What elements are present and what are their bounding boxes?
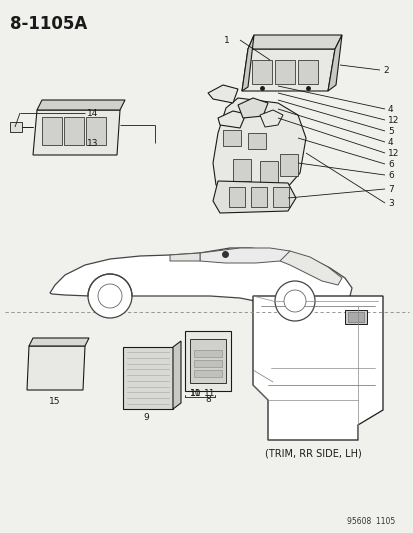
Polygon shape: [237, 98, 267, 118]
Polygon shape: [242, 49, 334, 91]
Bar: [233, 159, 250, 181]
Circle shape: [88, 274, 132, 318]
Text: 4: 4: [387, 138, 393, 147]
Circle shape: [274, 281, 314, 321]
Text: 1: 1: [224, 36, 230, 44]
Bar: [223, 130, 240, 146]
Text: 95608  1105: 95608 1105: [346, 516, 394, 526]
Bar: [247, 133, 266, 149]
Bar: [250, 187, 266, 207]
Polygon shape: [327, 35, 341, 91]
Polygon shape: [242, 35, 254, 91]
Polygon shape: [212, 98, 305, 193]
Polygon shape: [170, 253, 199, 261]
Polygon shape: [207, 85, 237, 103]
Polygon shape: [279, 251, 341, 285]
Bar: [194, 370, 221, 377]
Bar: [347, 312, 363, 322]
Bar: [190, 339, 225, 383]
Polygon shape: [247, 35, 341, 49]
Polygon shape: [33, 110, 120, 155]
Text: 4: 4: [387, 104, 393, 114]
Text: 9: 9: [143, 413, 149, 422]
Text: 15: 15: [49, 398, 61, 407]
Text: 8-1105A: 8-1105A: [10, 15, 87, 33]
Text: 2: 2: [382, 66, 388, 75]
Bar: [274, 60, 294, 84]
Text: 13: 13: [87, 139, 98, 148]
Text: 12: 12: [387, 149, 399, 157]
Polygon shape: [29, 338, 89, 346]
Text: 8: 8: [204, 394, 210, 403]
Text: 12: 12: [387, 116, 399, 125]
Circle shape: [190, 348, 201, 358]
Polygon shape: [27, 346, 85, 390]
Bar: [344, 310, 366, 324]
Bar: [259, 161, 277, 183]
Bar: [297, 60, 317, 84]
Polygon shape: [218, 111, 245, 128]
Polygon shape: [259, 110, 282, 127]
Bar: [64, 117, 84, 145]
Text: 6: 6: [387, 171, 393, 180]
Circle shape: [98, 284, 122, 308]
Circle shape: [204, 348, 214, 358]
Polygon shape: [173, 341, 180, 409]
Text: (TRIM, RR SIDE, LH): (TRIM, RR SIDE, LH): [264, 449, 361, 459]
Bar: [228, 187, 244, 207]
Polygon shape: [212, 181, 295, 213]
Text: 5: 5: [387, 126, 393, 135]
Polygon shape: [50, 248, 351, 307]
Text: 3: 3: [387, 198, 393, 207]
Bar: [123, 347, 173, 409]
Polygon shape: [252, 296, 382, 440]
Ellipse shape: [14, 123, 20, 131]
Text: 6: 6: [387, 159, 393, 168]
Circle shape: [283, 290, 305, 312]
Polygon shape: [37, 100, 125, 110]
Bar: [185, 331, 230, 391]
Bar: [252, 60, 271, 84]
Text: 11: 11: [204, 389, 215, 398]
Bar: [10, 122, 22, 132]
Text: 14: 14: [87, 109, 98, 117]
Text: 10: 10: [190, 389, 201, 398]
Text: 7: 7: [387, 184, 393, 193]
Bar: [272, 187, 288, 207]
Bar: [194, 360, 221, 367]
Polygon shape: [199, 248, 289, 263]
Bar: [86, 117, 106, 145]
Bar: [279, 154, 297, 176]
Text: 11: 11: [190, 389, 201, 398]
Bar: [194, 350, 221, 357]
Bar: [42, 117, 62, 145]
